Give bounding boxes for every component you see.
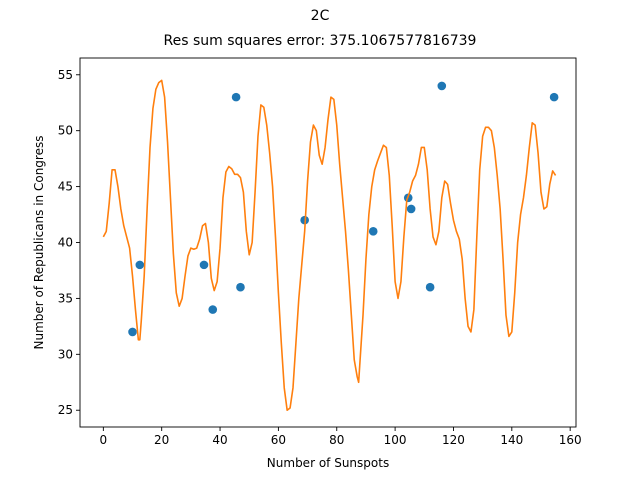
x-tick-label: 100	[384, 433, 407, 447]
y-tick-label: 35	[58, 291, 73, 305]
x-tick-label: 80	[329, 433, 344, 447]
figure-suptitle: 2C	[310, 8, 330, 24]
scatter-point	[236, 282, 245, 292]
plot-content	[102, 79, 559, 412]
x-tick-label: 0	[100, 433, 108, 447]
axes: 0 20 40 60 80 100 120 140 160 25 30 35 40 45 50 55 Numbe…	[32, 57, 582, 470]
y-tick-label: 25	[58, 403, 73, 417]
scatter-point	[437, 81, 447, 91]
plot-area	[102, 79, 559, 412]
scatter-point	[231, 92, 241, 102]
x-tick-label: 40	[212, 433, 227, 447]
scatter-point	[199, 260, 209, 270]
scatter-point	[368, 227, 378, 236]
y-tick-label: 50	[58, 124, 73, 138]
y-tick-label: 55	[58, 68, 73, 82]
x-tick-label: 140	[500, 433, 523, 447]
x-tick-label: 120	[442, 433, 465, 447]
x-tick-label: 60	[271, 433, 286, 447]
scatter-point	[549, 92, 559, 102]
scatter-point	[425, 282, 435, 292]
x-tick-label: 20	[154, 433, 169, 447]
scatter-point	[135, 260, 145, 270]
scatter-point	[128, 327, 137, 337]
series-line	[102, 79, 557, 412]
x-tick-label: 160	[559, 433, 582, 447]
y-tick-label: 30	[58, 347, 73, 361]
scatter-point	[406, 204, 416, 214]
y-tick-label: 45	[58, 180, 73, 194]
chart-title: Res sum squares error: 375.1067577816739	[163, 33, 477, 49]
x-axis-label: Number of Sunspots	[267, 456, 389, 470]
scatter-point	[208, 305, 218, 314]
y-tick-label: 40	[58, 236, 73, 250]
y-axis-label: Number of Republicans in Congress	[32, 136, 46, 350]
